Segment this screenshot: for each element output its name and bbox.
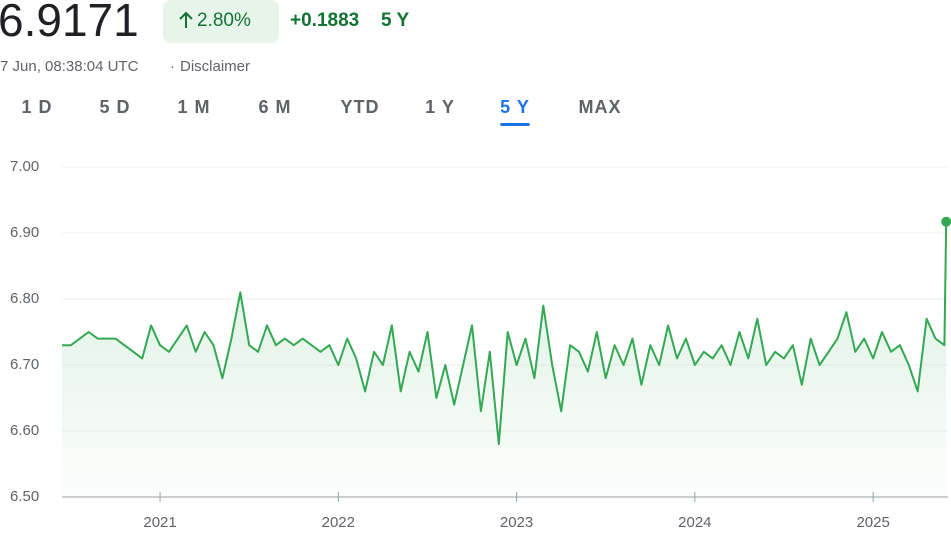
range-tab[interactable]: MAX (579, 97, 622, 117)
change-pct: 2.80% (197, 10, 251, 31)
x-tick-label: 2022 (322, 514, 355, 531)
x-tick-label: 2025 (856, 514, 889, 531)
price: 6.9171 (0, 0, 139, 46)
y-tick-label: 6.90 (10, 224, 39, 241)
change-period: 5 Y (381, 10, 410, 31)
x-tick-label: 2021 (143, 514, 176, 531)
disclaimer-link[interactable]: Disclaimer (180, 58, 250, 75)
area-fill (62, 221, 947, 497)
range-tab[interactable]: 5 Y (500, 97, 530, 117)
separator: · (170, 58, 175, 75)
timestamp: 7 Jun, 08:38:04 UTC (0, 58, 139, 75)
range-tab[interactable]: 6 M (258, 97, 291, 117)
range-tab[interactable]: 1 M (177, 97, 210, 117)
range-tab[interactable]: YTD (341, 97, 380, 117)
change-pill (163, 0, 279, 43)
y-tick-label: 6.70 (10, 356, 39, 373)
change-abs: +0.1883 (290, 10, 359, 31)
last-point (941, 216, 951, 227)
y-tick-label: 7.00 (10, 158, 39, 175)
up-arrow (179, 11, 193, 28)
x-tick-label: 2023 (500, 514, 533, 531)
y-tick-label: 6.60 (10, 422, 39, 439)
range-tab[interactable]: 1 Y (425, 97, 455, 117)
tab-underline (500, 123, 530, 126)
price-line (62, 221, 948, 446)
range-tab[interactable]: 1 D (21, 97, 52, 117)
y-tick-label: 6.50 (10, 488, 39, 505)
x-tick-label: 2024 (678, 514, 711, 531)
range-tab[interactable]: 5 D (99, 97, 130, 117)
y-tick-label: 6.80 (10, 290, 39, 307)
